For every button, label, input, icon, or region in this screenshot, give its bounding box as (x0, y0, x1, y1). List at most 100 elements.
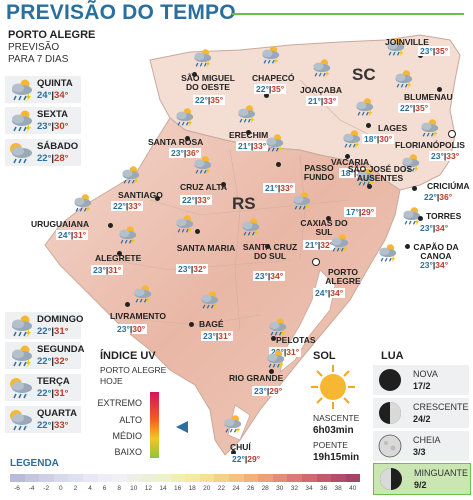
city-temps-uruguaiana: 24°|31° (56, 230, 89, 240)
sun-rain-icon (10, 143, 32, 164)
temp-separator: | (376, 134, 380, 144)
city-marker-capao-da-canoa (405, 244, 410, 249)
city-name-sao-jose-dos-ausentes: SÃO JOSÉ DOS AUSENTES (347, 164, 413, 183)
sunset-label: POENTE (313, 440, 348, 450)
storm-rain-icon (379, 244, 397, 263)
uv-level-alto: ALTO (119, 415, 142, 425)
city-temps-erechim: 21°|33° (236, 141, 269, 151)
legend-tick: 12 (144, 485, 152, 492)
min-temp: 23° (117, 324, 130, 334)
legend-tick: 34 (305, 485, 313, 492)
storm-rain-icon (176, 215, 194, 234)
moon-phase-name: CHEIA (413, 435, 441, 445)
temp-separator: | (358, 207, 362, 217)
legend-color-cell (229, 474, 244, 482)
legend-tick: 10 (130, 485, 138, 492)
max-temp: 30° (379, 134, 393, 144)
storm-rain-icon (395, 70, 413, 89)
legend-color-cell (24, 474, 40, 482)
max-temp: 31° (73, 230, 87, 240)
min-temp: 21° (308, 96, 321, 106)
storm-rain-icon (357, 168, 375, 187)
temp-separator: | (129, 324, 133, 334)
temp-separator: | (268, 84, 272, 94)
sunrise-time: 6h03min (313, 425, 354, 436)
moon-phase-cheia: CHEIA 3/3 (373, 431, 469, 461)
forecast-day-temps: 24°|34° (37, 90, 68, 101)
max-temp: 31° (54, 326, 69, 337)
uv-when: HOJE (100, 376, 123, 386)
legend-color-cell (170, 474, 186, 482)
storm-rain-icon (387, 38, 405, 57)
max-temp: 34° (54, 90, 69, 101)
legend-tick: -2 (43, 485, 50, 492)
storm-rain-icon (238, 105, 256, 124)
min-temp: 18° (341, 168, 354, 178)
min-temp: 22° (400, 103, 413, 113)
city-name-livramento: LIVRAMENTO (110, 311, 167, 321)
legend-tick: 0 (58, 485, 63, 492)
min-temp: 23° (420, 46, 433, 56)
legend-color-cell (112, 474, 127, 482)
legend-color-cell (185, 474, 200, 482)
legend-color-cell (199, 474, 215, 482)
max-temp: 33° (253, 141, 267, 151)
legend-color-cell (53, 474, 69, 482)
city-marker-sao-miguel-do-oeste (192, 72, 197, 77)
legend-tick: 30 (276, 485, 284, 492)
forecast-day-name: SEGUNDA (37, 344, 85, 355)
legend-tick: 40 (349, 485, 357, 492)
city-name-torres: TORRES (426, 211, 462, 221)
temp-separator: | (267, 271, 271, 281)
city-name-santa-cruz-do-sul: SANTA CRUZ DO SUL (242, 242, 298, 261)
storm-rain-icon (12, 345, 32, 368)
uv-title: ÍNDICE UV (100, 350, 156, 362)
city-temps-criciuma: 22°|36° (422, 192, 455, 202)
storm-rain-icon (293, 192, 311, 211)
temp-separator: | (70, 230, 74, 240)
city-name-santa-rosa: SANTA ROSA (148, 137, 204, 147)
city-name-capao-da-canoa: CAPÃO DA CANOA (413, 242, 459, 261)
city-name-joinville: JOINVILLE (385, 37, 429, 47)
max-temp: 30° (54, 121, 69, 132)
legend-color-cell (272, 474, 288, 482)
max-temp: 33° (197, 195, 211, 205)
storm-rain-icon (242, 218, 260, 237)
city-temps-joacaba: 21°|33° (306, 96, 339, 106)
temp-separator: | (327, 288, 331, 298)
city-marker-torres (418, 216, 423, 221)
temp-separator: | (353, 168, 357, 178)
legend-color-cell (83, 474, 98, 482)
legend-tick: 6 (102, 485, 107, 492)
legend-tick: 4 (88, 485, 92, 492)
max-temp: 35° (271, 84, 285, 94)
max-temp: 35° (415, 103, 429, 113)
max-temp: 29° (247, 454, 261, 464)
city-temps-sao-miguel-do-oeste: 22°|35° (193, 95, 226, 105)
max-temp: 33° (54, 420, 69, 431)
temp-separator: | (194, 195, 198, 205)
legend-color-cell (68, 474, 83, 482)
city-name-rio-grande: RIO GRANDE (229, 373, 284, 383)
max-temp: 33° (128, 201, 142, 211)
forecast-day-card: SEGUNDA 22°|32° (5, 342, 85, 369)
storm-rain-icon (119, 226, 137, 245)
city-marker-erechim (246, 130, 251, 135)
city-name-chapeco: CHAPECÓ (252, 73, 295, 83)
city-marker-santiago (155, 196, 160, 201)
temp-separator: | (51, 356, 55, 367)
city-temps-porto-alegre: 24°|34° (313, 288, 346, 298)
forecast-day-card: DOMINGO 22°|31° (5, 312, 83, 339)
uv-level-medio: MÉDIO (112, 431, 142, 441)
forecast-day-name: QUINTA (37, 78, 73, 89)
city-temps-cruz-alta: 22°|33° (180, 195, 213, 205)
city-marker-cruz-alta (221, 182, 226, 187)
page-title: PREVISÃO DO TEMPO (6, 1, 236, 24)
temp-separator: | (320, 96, 324, 106)
city-temps-chapeco: 22°|35° (254, 84, 287, 94)
moon-phase-date: 24/2 (413, 414, 431, 424)
legend-tick: 20 (203, 485, 211, 492)
legend-tick: 8 (117, 485, 121, 492)
city-marker-uruguaiana (108, 223, 113, 228)
city-temps-lages: 18°|30° (362, 134, 395, 144)
